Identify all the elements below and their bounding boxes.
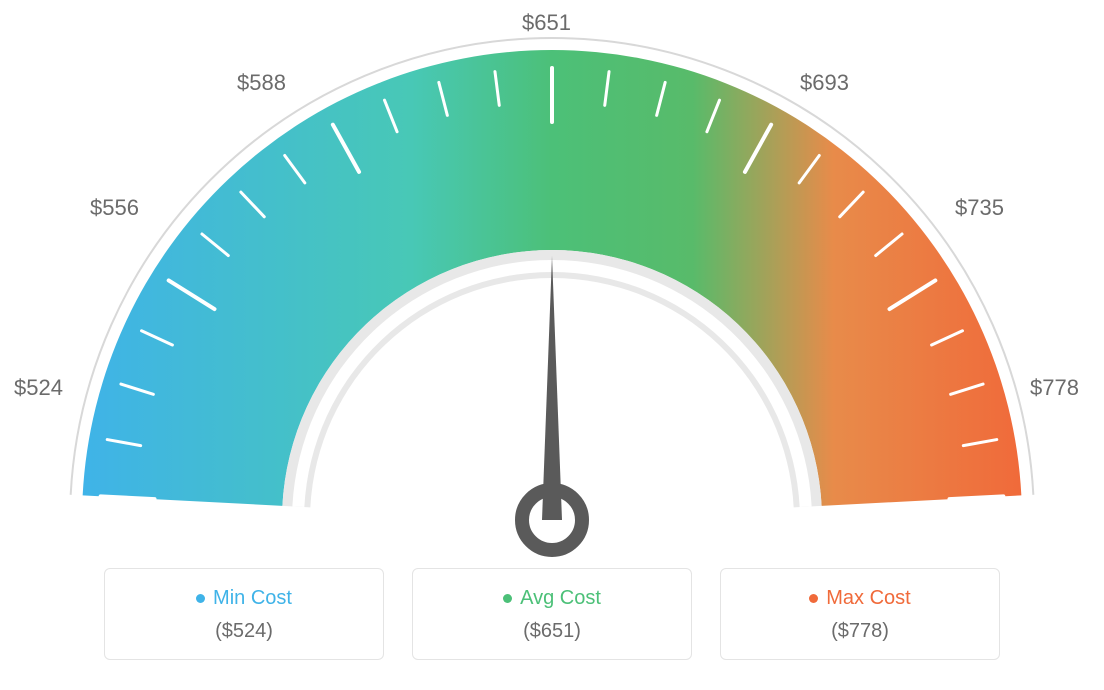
gauge-tick-label: $735 — [955, 195, 1004, 221]
legend-label-avg: Avg Cost — [520, 587, 601, 610]
gauge-tick-label: $588 — [237, 70, 286, 96]
legend-card-min: Min Cost ($524) — [104, 568, 384, 660]
legend-dot-max — [809, 594, 818, 603]
gauge-tick-label: $693 — [800, 70, 849, 96]
legend-card-avg: Avg Cost ($651) — [412, 568, 692, 660]
legend-dot-avg — [503, 594, 512, 603]
legend-label-min: Min Cost — [213, 587, 292, 610]
gauge-tick-label: $651 — [522, 10, 571, 36]
legend-value-max: ($778) — [721, 620, 999, 643]
legend-title-avg: Avg Cost — [503, 587, 601, 610]
legend-dot-min — [196, 594, 205, 603]
legend-title-max: Max Cost — [809, 587, 910, 610]
gauge-tick-label: $524 — [14, 375, 63, 401]
gauge-tick-label: $556 — [90, 195, 139, 221]
gauge-tick-label: $778 — [1030, 375, 1079, 401]
legend-card-max: Max Cost ($778) — [720, 568, 1000, 660]
legend-value-avg: ($651) — [413, 620, 691, 643]
legend-label-max: Max Cost — [826, 587, 910, 610]
legend-row: Min Cost ($524) Avg Cost ($651) Max Cost… — [0, 568, 1104, 660]
cost-gauge-chart: $524 $556 $588 $651 $693 $735 $778 — [0, 0, 1104, 560]
legend-value-min: ($524) — [105, 620, 383, 643]
gauge-svg — [0, 0, 1104, 560]
legend-title-min: Min Cost — [196, 587, 292, 610]
